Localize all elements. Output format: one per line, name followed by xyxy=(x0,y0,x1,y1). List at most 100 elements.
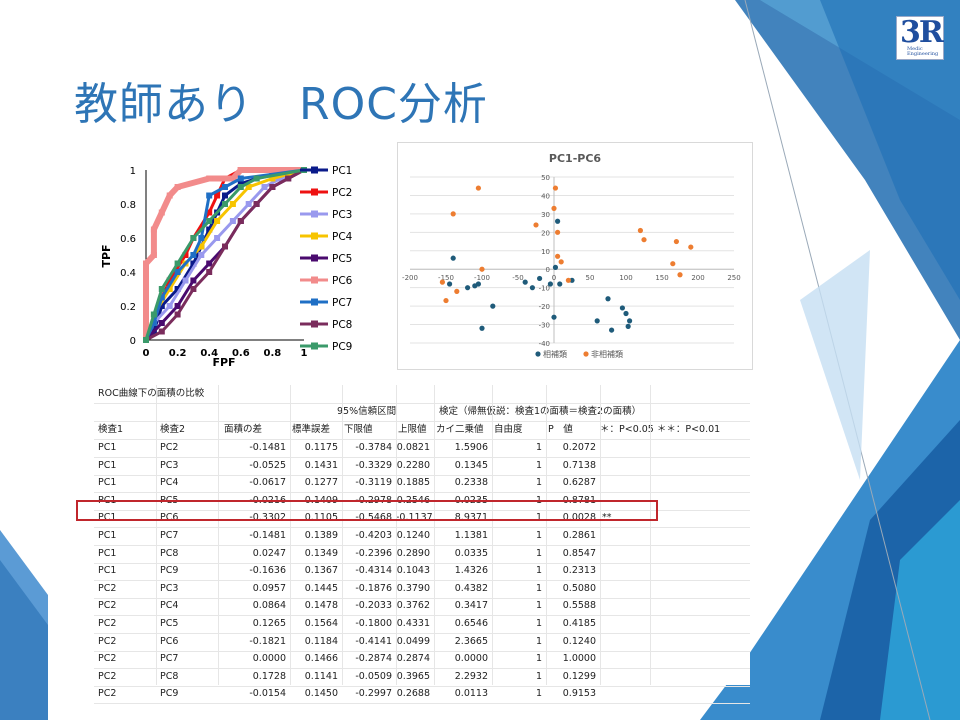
scatter-svg: PC1-PC6 -40 -30 -20 -10 10 20 30 40 50 -200 -150 -1… xyxy=(402,152,741,359)
scatter-y-tick-label: 20 xyxy=(541,229,550,237)
roc-point-pc1 xyxy=(222,192,228,199)
roc-point-pc6 xyxy=(150,252,157,258)
table-cell: 1.0000 xyxy=(562,653,596,665)
table-cell: 0.1345 xyxy=(454,459,488,471)
scatter-legend-label: 非相補類 xyxy=(591,349,623,359)
scatter-point-series-0 xyxy=(623,310,629,317)
table-column-header: 自由度 xyxy=(494,424,523,435)
roc-point-pc7 xyxy=(198,235,205,241)
table-cell: 0.2874 xyxy=(396,653,430,665)
table-cell: 0.2072 xyxy=(562,442,596,453)
roc-point-pc7 xyxy=(158,294,165,301)
table-cell: 0.1105 xyxy=(304,512,338,524)
scatter-x-tick-label: -150 xyxy=(438,274,454,282)
table-cell: 1 xyxy=(535,653,542,665)
table-row: PC2 PC9 -0.0154 0.1450 -0.2997 0.2688 0.0113 1 0… xyxy=(94,685,750,705)
scatter-point-series-0 xyxy=(522,279,528,285)
table-cell: 1 xyxy=(535,512,542,524)
table-cell: PC9 xyxy=(160,688,179,700)
roc-point-pc7 xyxy=(237,175,244,182)
table-cell: -0.5468 xyxy=(355,512,392,524)
table-cell: -0.4141 xyxy=(355,635,392,647)
roc-point-pc8 xyxy=(190,286,197,292)
roc-point-pc8 xyxy=(222,243,228,250)
roc-legend-marker xyxy=(311,166,318,174)
table-cell: 0.0335 xyxy=(454,547,488,559)
table-gridline xyxy=(290,385,291,685)
table-cell: 1 xyxy=(535,635,542,647)
table-cell: 1 xyxy=(535,547,542,559)
table-cell: 0.0821 xyxy=(396,442,430,453)
scatter-point-series-0 xyxy=(625,323,631,329)
table-cell: PC5 xyxy=(160,618,179,629)
table-cell: 0.6287 xyxy=(562,477,596,489)
significance-note: ＊：P<0.05 ＊＊：P<0.01 xyxy=(600,424,721,435)
table-cell: 0.7138 xyxy=(562,459,596,471)
table-cell: 0.0113 xyxy=(454,688,488,700)
table-cell: 0.2890 xyxy=(396,547,430,559)
table-cell: 0.1277 xyxy=(304,477,338,489)
scatter-point-series-0 xyxy=(627,318,633,324)
table-cell: -0.0509 xyxy=(355,670,392,682)
table-cell: 1 xyxy=(535,618,542,629)
scatter-point-series-1 xyxy=(552,185,559,191)
roc-legend-label: PC2 xyxy=(332,187,352,199)
scatter-x-tick-label: 200 xyxy=(691,274,704,282)
company-logo: 3R Medic Engineering xyxy=(896,15,944,60)
roc-point-pc6 xyxy=(206,175,213,182)
table-cell: 0.1885 xyxy=(396,477,430,489)
scatter-point-series-1 xyxy=(565,277,571,283)
table-cell: -0.1137 xyxy=(396,512,433,524)
scatter-legend-label: 相補類 xyxy=(543,349,567,359)
scatter-point-series-1 xyxy=(558,259,564,265)
scatter-x-tick-label: -200 xyxy=(402,274,418,282)
table-cell: -0.3329 xyxy=(355,459,392,471)
table-cell: 0.2313 xyxy=(562,565,596,577)
table-cell: PC2 xyxy=(98,582,117,594)
table-cell: 0.3790 xyxy=(396,582,430,594)
roc-point-pc3 xyxy=(182,277,189,284)
roc-point-pc9 xyxy=(190,235,197,241)
table-cell: -0.4203 xyxy=(355,530,392,541)
table-row: PC1 PC3 -0.0525 0.1431 -0.3329 0.2280 0.1345 1 0… xyxy=(94,457,750,476)
table-cell: -0.0617 xyxy=(249,477,286,489)
roc-point-pc8 xyxy=(174,311,181,318)
scatter-x-tick-label: 250 xyxy=(727,274,740,282)
scatter-point-series-1 xyxy=(641,237,647,243)
roc-point-pc5 xyxy=(158,320,165,326)
table-cell: 0.0028 xyxy=(562,512,596,524)
roc-point-pc5 xyxy=(190,277,197,284)
roc-point-pc4 xyxy=(245,184,252,190)
roc-legend-marker xyxy=(311,276,318,284)
scatter-title: PC1-PC6 xyxy=(549,152,601,165)
scatter-point-series-1 xyxy=(677,272,683,278)
roc-point-pc8 xyxy=(253,201,260,207)
roc-y-tick-label: 0.6 xyxy=(120,234,136,245)
table-row: PC1 PC4 -0.0617 0.1277 -0.3119 0.1885 0.2338 1 0… xyxy=(94,474,750,494)
table-row: PC2 PC6 -0.1821 0.1184 -0.4141 0.0499 2.3665 1 0… xyxy=(94,633,750,652)
table-cell: -0.3302 xyxy=(249,512,286,524)
table-cell: PC7 xyxy=(160,530,179,541)
roc-legend-marker xyxy=(311,254,318,262)
roc-point-pc8 xyxy=(158,328,165,335)
logo-line-2: Engineering xyxy=(907,51,939,57)
table-cell: PC4 xyxy=(160,477,179,489)
roc-y-tick-label: 0 xyxy=(130,336,136,347)
roc-point-pc9 xyxy=(206,218,213,224)
deco-bottom-right-3 xyxy=(880,500,960,720)
table-row: PC1 PC8 0.0247 0.1349 -0.2396 0.2890 0.0335 1 0.… xyxy=(94,545,750,564)
table-cell: -0.1481 xyxy=(249,442,286,453)
scatter-x-tick-label: 50 xyxy=(586,274,595,282)
scatter-point-series-1 xyxy=(475,185,481,191)
table-cell: 0.0247 xyxy=(252,547,286,559)
scatter-point-series-0 xyxy=(490,303,496,309)
roc-point-pc6 xyxy=(174,184,181,190)
table-cell: -0.1800 xyxy=(355,618,392,629)
table-gridline xyxy=(434,385,435,685)
roc-legend-marker xyxy=(311,188,318,196)
scatter-point-series-0 xyxy=(465,285,471,291)
table-gridline xyxy=(156,385,157,685)
scatter-point-series-0 xyxy=(557,281,563,287)
roc-auc-comparison-table: ROC曲線下の面積の比較 95%信頼区間 検定（帰無仮説：検査1の面積＝検査2の… xyxy=(94,385,750,705)
table-cell: PC2 xyxy=(98,653,117,665)
